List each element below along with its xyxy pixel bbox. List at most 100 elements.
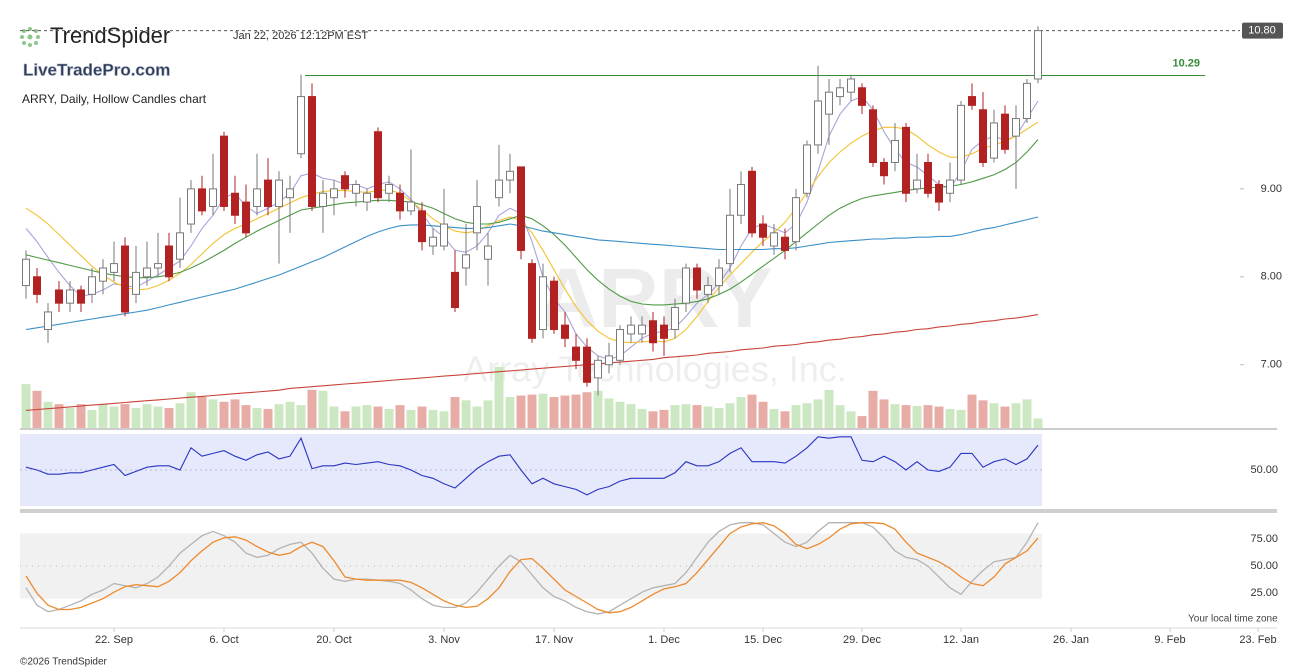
volume-bar	[219, 401, 229, 428]
candle-body	[748, 170, 756, 234]
brand: TrendSpider	[50, 23, 170, 48]
volume-bar	[494, 366, 504, 428]
candle-body	[803, 144, 811, 194]
volume-bar	[824, 389, 834, 428]
x-tick-label: 6. Oct	[209, 634, 238, 646]
panel-separator	[20, 509, 1277, 513]
candle-body	[242, 201, 250, 234]
candle-body	[495, 179, 503, 199]
volume-bar	[142, 404, 152, 428]
volume-bar	[461, 400, 471, 428]
candle-body	[550, 280, 558, 331]
volume-bar	[164, 407, 174, 428]
volume-bar	[373, 406, 383, 428]
candle-body	[935, 183, 943, 203]
volume-bar	[593, 390, 603, 428]
candle-body	[209, 188, 217, 207]
chart-title: ARRY, Daily, Hollow Candles chart	[22, 92, 207, 106]
candle-body	[561, 324, 569, 339]
x-tick-label: 3. Nov	[428, 634, 460, 646]
candle-body	[517, 166, 525, 251]
candle-body	[231, 192, 239, 216]
volume-bar	[208, 399, 218, 428]
volume-bar	[736, 397, 746, 428]
candle-body	[44, 311, 52, 331]
candle-body	[770, 232, 778, 247]
candle-body	[836, 87, 844, 98]
candle-body	[253, 188, 261, 207]
candle-body	[462, 254, 470, 269]
candle-body	[737, 183, 745, 216]
volume-bar	[1000, 406, 1010, 428]
candle-body	[308, 96, 316, 207]
candle-body	[77, 289, 85, 304]
candle-body	[968, 96, 976, 106]
volume-bar	[1011, 403, 1021, 428]
site: LiveTradePro.com	[23, 60, 170, 79]
candle-body	[99, 267, 107, 282]
candle-body	[869, 109, 877, 164]
candle-body	[374, 131, 382, 199]
moving-average	[25, 139, 1039, 306]
candle-body	[660, 324, 668, 339]
candle-body	[396, 192, 404, 212]
volume-bar	[989, 403, 999, 428]
footer: ©2026 TrendSpider	[20, 657, 108, 668]
volume-bar	[714, 407, 724, 428]
candle-body	[781, 236, 789, 251]
volume-bar	[230, 399, 240, 428]
volume-bar	[109, 406, 119, 428]
candle-body	[891, 140, 899, 164]
candle-body	[1001, 113, 1009, 150]
volume-bar	[813, 399, 823, 428]
volume-bar	[659, 409, 669, 428]
candle-body	[451, 271, 459, 309]
volume-bar	[538, 393, 548, 428]
volume-bar	[604, 398, 614, 428]
candle-body	[220, 135, 228, 207]
volume-bar	[571, 394, 581, 428]
volume-bar	[582, 392, 592, 428]
volume-bar	[879, 399, 889, 428]
candle-body	[792, 197, 800, 243]
volume-bar	[296, 405, 306, 428]
volume-bar	[285, 401, 295, 428]
rsi-line	[25, 436, 1039, 496]
candle-body	[484, 245, 492, 260]
volume-bar	[560, 395, 570, 428]
volume-bar	[351, 406, 361, 428]
candle-body	[825, 91, 833, 115]
candle-body	[154, 263, 162, 269]
volume-bar	[54, 404, 64, 428]
x-tick-label: 9. Feb	[1154, 634, 1185, 646]
volume-bar	[956, 409, 966, 428]
timestamp: Jan 22, 2026 12:12PM EST	[233, 30, 368, 42]
candle-body	[385, 183, 393, 194]
candle-body	[924, 162, 932, 194]
volume-bar	[945, 408, 955, 428]
candle-body	[341, 175, 349, 190]
candle-body	[176, 232, 184, 260]
y-tick-label: 9.00	[1261, 183, 1282, 195]
candle-body	[704, 285, 712, 295]
candle-body	[528, 263, 536, 339]
volume-bar	[923, 405, 933, 428]
x-tick-label: 12. Jan	[943, 634, 979, 646]
candle-body	[913, 179, 921, 190]
volume-bar	[1022, 399, 1032, 428]
volume-bar	[626, 404, 636, 428]
volume-bar	[395, 405, 405, 428]
candle-body	[22, 258, 30, 287]
volume-bar	[76, 404, 86, 428]
candle-body	[572, 346, 580, 361]
candle-body	[880, 162, 888, 177]
volume-bar	[175, 403, 185, 428]
volume-bar	[472, 406, 482, 428]
x-tick-label: 23. Feb	[1239, 634, 1276, 646]
moving-average	[25, 314, 1039, 411]
candle-body	[363, 192, 371, 203]
volume-bar	[21, 384, 31, 428]
volume-bar	[1033, 418, 1043, 428]
